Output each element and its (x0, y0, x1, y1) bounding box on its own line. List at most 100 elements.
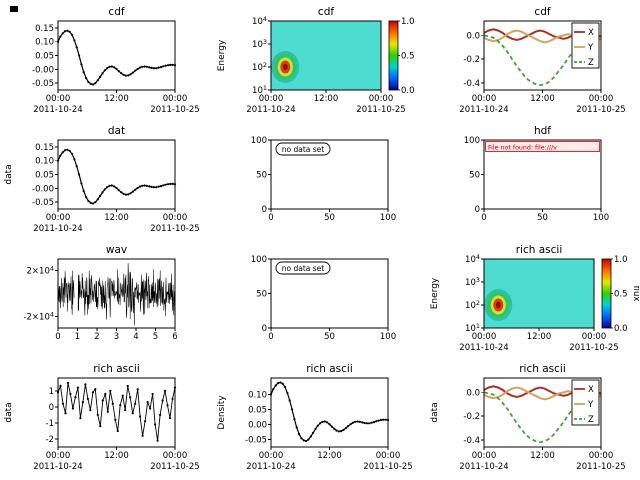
data-marker (169, 63, 172, 66)
data-marker (333, 427, 336, 430)
x-tick-label: 00:00 (472, 332, 497, 342)
colorbar (388, 20, 399, 91)
data-marker (351, 421, 354, 424)
corner-artifact-glyph (10, 6, 18, 12)
x-tick-label: 6 (172, 332, 177, 342)
x-tick-label: 12:00 (317, 451, 342, 461)
data-marker (109, 389, 112, 392)
data-marker (70, 152, 74, 155)
data-marker (335, 429, 338, 432)
plot-area[interactable] (271, 378, 388, 447)
x-tick-label: 100 (380, 213, 396, 223)
plot-svg-dat-series: dat data 0.15 0.10 0.05 -0.00 -0.05 00:00 12:00 0… (4, 125, 200, 234)
data-marker (291, 408, 294, 411)
data-marker (136, 67, 139, 71)
data-marker (171, 63, 174, 66)
x-date-label: 2011-10-25 (150, 224, 199, 234)
data-marker (361, 421, 364, 424)
x-date-label: 2011-10-24 (459, 343, 508, 353)
data-marker (101, 399, 104, 402)
x-tick-label: 2 (94, 332, 99, 342)
plot-area[interactable] (58, 140, 175, 209)
y-tick-label: -0.2 (463, 55, 480, 65)
y-tick-label: 1 (49, 387, 54, 397)
data-marker (59, 154, 62, 157)
y-tick-label: -0.4 (463, 436, 480, 446)
y-tick-label: 104 (252, 15, 267, 27)
y-axis-label: data (430, 402, 440, 422)
data-marker (117, 189, 120, 192)
plot-title: rich ascii (516, 244, 563, 256)
data-marker (59, 384, 62, 388)
data-marker (302, 439, 305, 442)
panel-cdf-series: cdf 0.15 0.10 0.05 -0.00 -0.05 00:00 12:00 00:00… (0, 4, 213, 123)
x-tick-label: 00:00 (163, 94, 188, 104)
x-tick-label: 5 (153, 332, 158, 342)
x-tick-label: 50 (324, 332, 335, 342)
data-marker (127, 193, 130, 196)
y-tick-label: -2 (46, 435, 54, 445)
x-tick-label: 12:00 (527, 332, 552, 342)
data-marker (99, 194, 102, 198)
data-marker (309, 435, 312, 438)
x-tick-label: 0 (268, 213, 273, 223)
series-data (57, 382, 176, 441)
data-marker (372, 421, 376, 424)
data-marker (368, 422, 371, 425)
x-tick-label: 00:00 (589, 451, 614, 461)
y-tick-label: 0.10 (248, 391, 267, 401)
data-marker (103, 188, 106, 191)
data-marker (61, 402, 65, 405)
data-marker (89, 201, 92, 204)
plot-svg-richascii-density: rich ascii Density 0.10 0.05 0.00 -0.05 00:00 1… (217, 363, 413, 472)
data-marker (379, 418, 383, 422)
plot-svg-cdf-series: cdf 0.15 0.10 0.05 -0.00 -0.05 00:00 12:00 00:00… (32, 6, 200, 115)
y-tick-label: 0.10 (35, 157, 54, 167)
data-marker (86, 397, 89, 400)
data-marker (108, 65, 111, 68)
plot-area[interactable] (58, 378, 175, 447)
y-tick-label: 2×104 (27, 265, 55, 277)
y-tick-label: -0.00 (32, 65, 54, 75)
x-tick-label: 50 (324, 213, 335, 223)
data-marker (96, 79, 99, 82)
x-tick-label: 3 (114, 332, 119, 342)
data-marker (161, 399, 164, 402)
data-marker (276, 382, 280, 385)
x-date-label: 2011-10-24 (33, 462, 82, 472)
spectrogram-blob-ring (282, 63, 288, 71)
data-marker (148, 66, 151, 69)
data-marker (358, 420, 361, 423)
y-tick-label: 104 (465, 253, 480, 265)
y-tick-label: 101 (252, 84, 267, 96)
data-marker (129, 396, 132, 399)
x-tick-label: 00:00 (472, 451, 497, 461)
y-tick-label: 100 (464, 136, 480, 146)
y-tick-label: 0.10 (35, 38, 54, 48)
plot-svg-richascii-vector: rich ascii data XYZ 0.0 -0.2 -0.4 00:00 12:00 00… (430, 363, 626, 472)
y-tick-label: 0.15 (35, 24, 54, 34)
x-tick-label: 1 (75, 332, 80, 342)
data-marker (94, 82, 97, 85)
plot-area[interactable] (58, 21, 175, 90)
y-tick-label: 103 (465, 276, 480, 288)
data-marker (136, 186, 139, 190)
plot-title: wav (106, 244, 127, 256)
data-marker (122, 73, 125, 76)
data-marker (94, 201, 97, 204)
plot-title: cdf (534, 6, 550, 18)
x-tick-label: 50 (537, 213, 548, 223)
y-tick-label: -1 (46, 419, 54, 429)
data-marker (66, 148, 69, 151)
data-marker (141, 434, 144, 437)
y-tick-label: 0.15 (35, 143, 54, 153)
data-marker (363, 421, 366, 425)
y-tick-label: 0.05 (248, 406, 267, 416)
data-marker (68, 149, 71, 152)
y-tick-label: 0 (49, 403, 54, 413)
data-marker (151, 392, 154, 396)
data-marker (375, 420, 378, 423)
error-banner (485, 141, 600, 152)
legend-box (571, 379, 600, 426)
